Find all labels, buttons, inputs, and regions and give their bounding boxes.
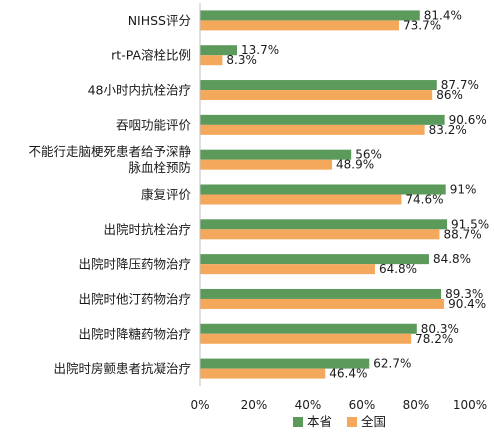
data-label: 83.2% (429, 123, 467, 137)
category-label: 吞咽功能评价 (116, 117, 192, 132)
category-label: 出院时抗栓治疗 (103, 222, 191, 237)
data-label: 84.8% (433, 252, 471, 266)
value-labels: 81.4%73.7% 13.7%8.3% 87.7%86% 90.6%83.2% 56%… (226, 8, 489, 380)
data-label: 88.7% (443, 227, 481, 241)
bar-province (200, 80, 437, 91)
data-label: 87.7% (441, 78, 479, 92)
x-tick-label: 80% (403, 398, 430, 412)
bar-national (200, 55, 223, 66)
category-label: 出院时房颤患者抗凝治疗 (53, 361, 191, 376)
data-label: 90.6% (449, 113, 487, 127)
category-label: 出院时降压药物治疗 (78, 257, 191, 272)
data-label: 89.3% (445, 287, 483, 301)
bar-province (200, 45, 237, 56)
data-label: 80.3% (421, 322, 459, 336)
x-axis: 0% 20% 40% 60% 80% 100% (190, 3, 487, 412)
x-tick-label: 100% (453, 398, 487, 412)
category-label: rt-PA溶栓比例 (111, 48, 191, 63)
legend-swatch (293, 417, 303, 427)
data-label: 56% (355, 148, 382, 162)
legend-swatch (347, 417, 357, 427)
bar-province (200, 254, 429, 265)
bars-group (200, 10, 448, 379)
data-label: 48.9% (336, 158, 374, 172)
data-label: 74.6% (405, 193, 443, 207)
data-label: 90.4% (448, 297, 486, 311)
bar-national (200, 20, 399, 31)
data-label: 91.5% (451, 217, 489, 231)
data-label: 91% (450, 183, 477, 197)
data-label: 73.7% (403, 18, 441, 32)
bar-province (200, 323, 417, 334)
bar-national (200, 298, 445, 309)
data-label: 62.7% (373, 357, 411, 371)
data-label: 81.4% (424, 8, 462, 22)
data-label: 46.4% (329, 367, 367, 381)
data-label: 13.7% (241, 43, 279, 57)
bar-national (200, 368, 326, 379)
data-label: 64.8% (379, 262, 417, 276)
category-label: 不能行走脑梗死患者给予深静脉血栓预防 (28, 144, 191, 175)
legend-label: 全国 (361, 414, 386, 429)
data-label: 86% (436, 88, 463, 102)
category-labels: NIHSS评分 rt-PA溶栓比例 48小时内抗栓治疗吞咽功能评价不能行走脑梗死患者… (28, 13, 191, 376)
bar-province (200, 288, 442, 299)
category-label: 出院时降糖药物治疗 (78, 326, 191, 341)
bar-national (200, 333, 412, 344)
bar-province (200, 358, 370, 369)
data-label: 78.2% (415, 332, 453, 346)
bar-national (200, 264, 375, 275)
bar-national (200, 159, 333, 170)
bar-national (200, 90, 433, 101)
category-label: 出院时他汀药物治疗 (78, 291, 191, 306)
category-label: NIHSS评分 (128, 13, 191, 28)
legend: 本省 全国 (293, 414, 386, 429)
bar-province (200, 114, 445, 125)
bar-province (200, 184, 446, 195)
x-tick-label: 0% (190, 398, 209, 412)
category-label: 48小时内抗栓治疗 (88, 83, 191, 98)
x-tick-label: 40% (295, 398, 322, 412)
legend-label: 本省 (307, 414, 332, 429)
data-label: 8.3% (226, 53, 257, 67)
bar-national (200, 124, 425, 135)
bar-national (200, 194, 402, 205)
bar-province (200, 149, 352, 160)
bar-national (200, 229, 440, 240)
x-tick-label: 60% (349, 398, 376, 412)
bar-province (200, 10, 420, 21)
category-label: 康复评价 (141, 187, 192, 202)
x-tick-label: 20% (241, 398, 268, 412)
bar-province (200, 219, 448, 230)
